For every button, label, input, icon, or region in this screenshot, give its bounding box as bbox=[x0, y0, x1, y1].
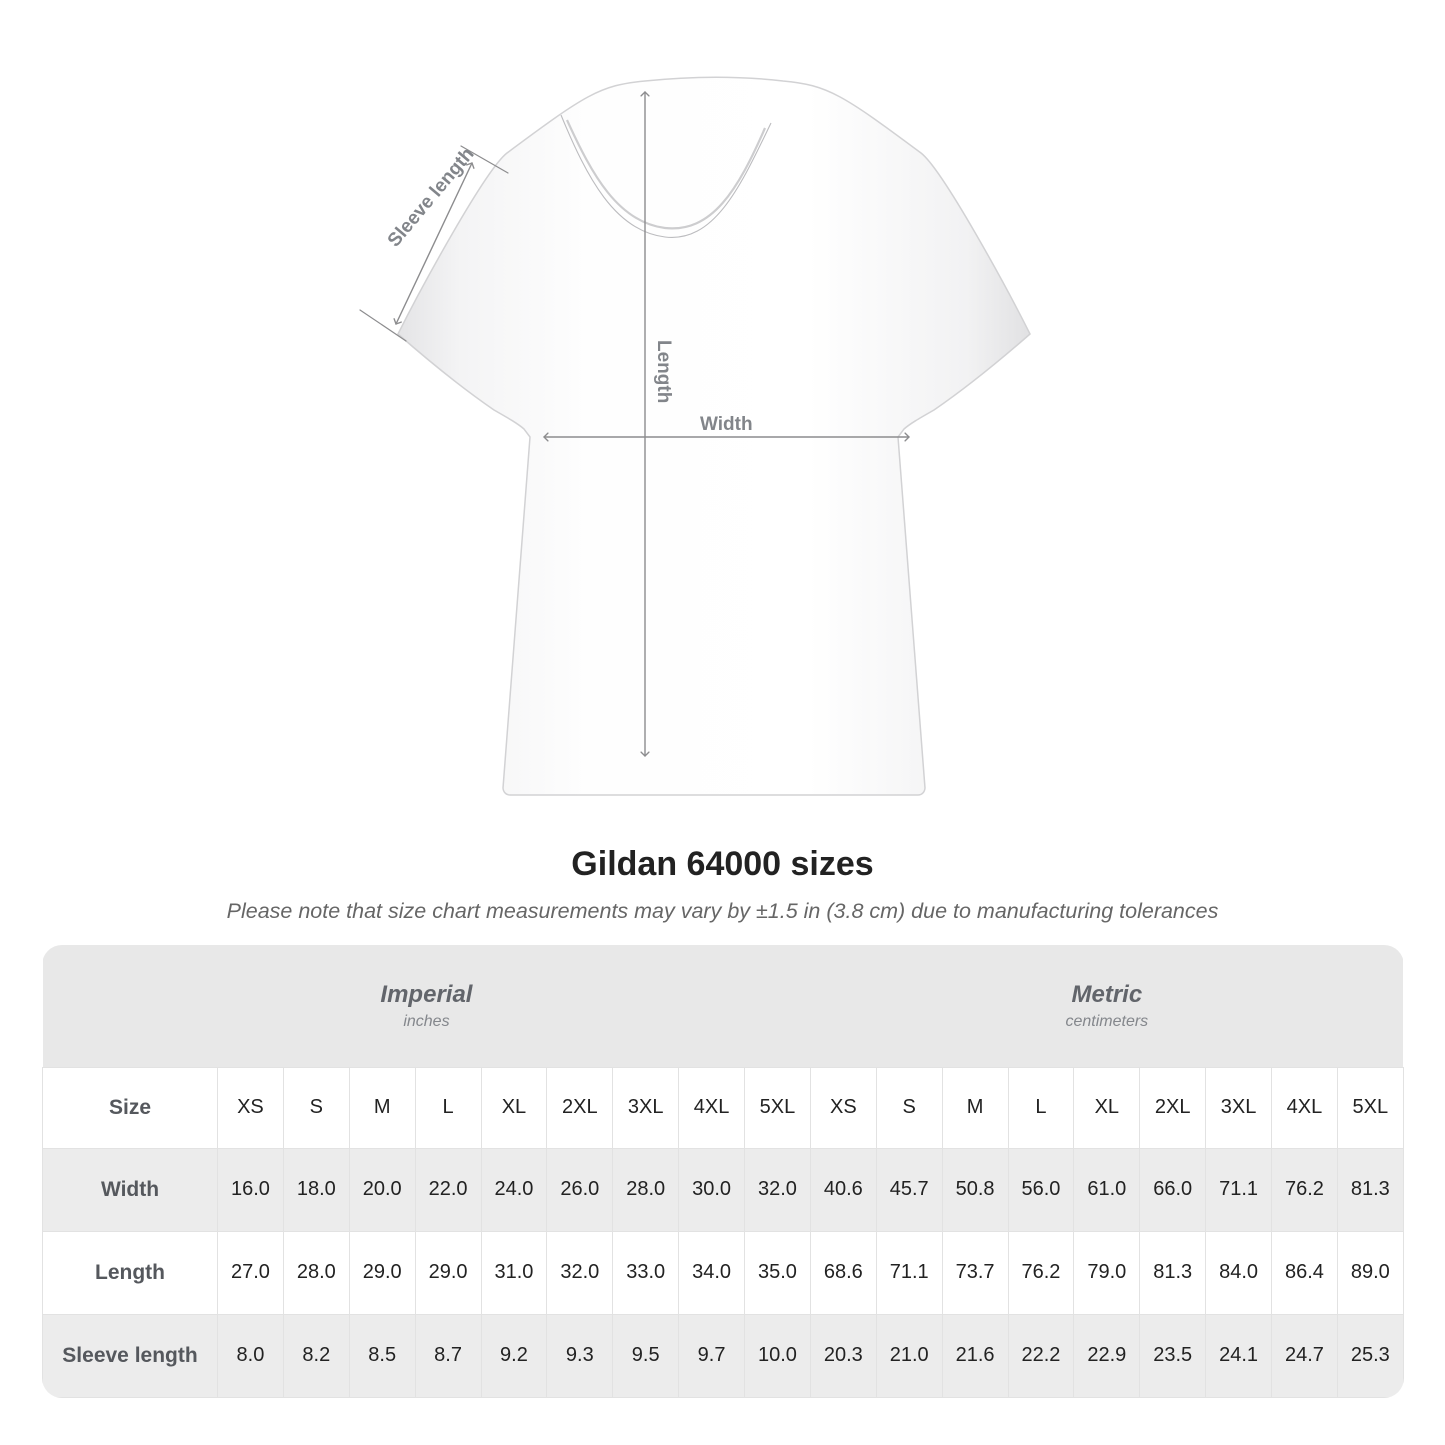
svg-text:Width: Width bbox=[700, 414, 753, 435]
svg-text:Length: Length bbox=[653, 340, 674, 403]
